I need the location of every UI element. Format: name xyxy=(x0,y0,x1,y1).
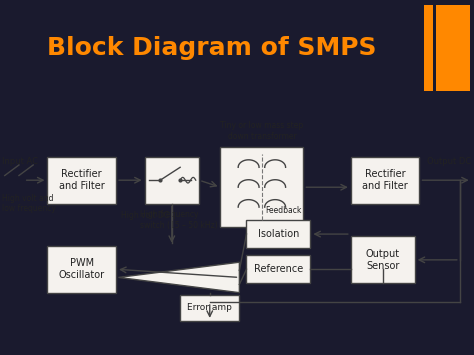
Bar xyxy=(351,236,415,283)
Text: Rectifier
and Filter: Rectifier and Filter xyxy=(59,169,105,191)
Text: High volt and
low frequency: High volt and low frequency xyxy=(2,194,56,213)
Text: Output
Sensor: Output Sensor xyxy=(366,248,400,271)
Bar xyxy=(47,246,116,293)
Text: Reference: Reference xyxy=(254,264,303,274)
Text: Output DC: Output DC xyxy=(428,157,472,166)
Text: Feedback: Feedback xyxy=(265,206,301,215)
Bar xyxy=(145,157,199,204)
Bar xyxy=(47,157,116,204)
Text: High frequency
switch (15 – 50 kHz): High frequency switch (15 – 50 kHz) xyxy=(140,210,218,230)
Polygon shape xyxy=(118,262,239,293)
Bar xyxy=(246,220,310,248)
Text: PWM
Oscillator: PWM Oscillator xyxy=(59,258,105,280)
Text: Input AC: Input AC xyxy=(2,157,38,166)
Text: Isolation: Isolation xyxy=(258,229,299,239)
Text: Error amp: Error amp xyxy=(187,304,232,312)
Bar xyxy=(424,5,433,91)
Text: Rectifier
and Filter: Rectifier and Filter xyxy=(362,169,408,191)
Bar xyxy=(351,157,419,204)
Text: High volt DC: High volt DC xyxy=(121,211,169,220)
Text: Block Diagram of SMPS: Block Diagram of SMPS xyxy=(47,36,377,60)
Bar xyxy=(246,255,310,283)
Bar xyxy=(436,5,470,91)
Text: Tiny or low mass step
down transformer: Tiny or low mass step down transformer xyxy=(220,121,303,141)
Bar xyxy=(220,147,303,227)
Bar xyxy=(180,295,239,321)
